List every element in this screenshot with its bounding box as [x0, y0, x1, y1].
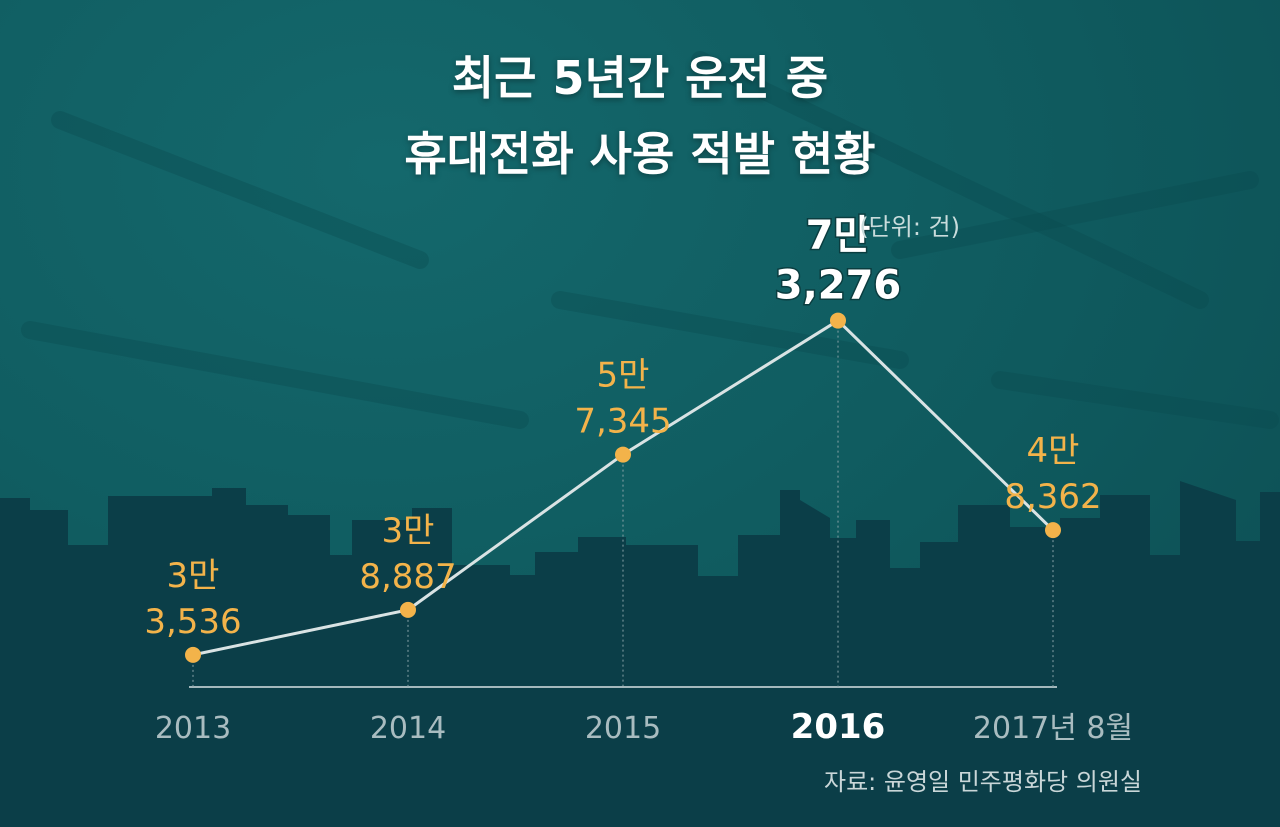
x-tick-label: 2015 [585, 711, 661, 746]
x-tick-label: 2013 [155, 711, 231, 746]
chart-title-line-2: 휴대전화 사용 적발 현황 [404, 127, 876, 181]
texture-stroke [991, 371, 1279, 429]
skyline-shape [0, 481, 1280, 827]
texture-stroke [891, 171, 1259, 259]
data-point [830, 312, 846, 329]
x-tick-label: 2016 [791, 707, 886, 747]
data-point [615, 446, 631, 463]
data-label: 5만 [597, 356, 650, 396]
data-label: 8,362 [1004, 477, 1101, 517]
data-label: 7만 [806, 213, 871, 259]
texture-stroke [551, 291, 909, 369]
data-point [185, 646, 201, 663]
chart-title-line-1: 최근 5년간 운전 중 [451, 51, 829, 105]
texture-stroke [51, 111, 429, 269]
data-label: 3,536 [144, 602, 241, 642]
unit-label: (단위: 건) [859, 213, 960, 241]
data-point [1045, 522, 1061, 539]
source-label: 자료: 윤영일 민주평화당 의원실 [823, 768, 1142, 796]
data-label: 4만 [1027, 431, 1080, 471]
city-skyline-background [0, 481, 1280, 827]
x-tick-label: 2014 [370, 711, 446, 746]
x-tick-label: 2017년 8월 [973, 711, 1133, 746]
data-label: 3만 [382, 511, 435, 551]
data-label: 8,887 [359, 557, 456, 597]
data-label: 3만 [167, 556, 220, 596]
data-label: 3,276 [775, 263, 902, 309]
texture-stroke [21, 321, 529, 429]
data-point [400, 601, 416, 618]
texture-stroke [691, 51, 1209, 309]
data-label: 7,345 [574, 402, 671, 442]
